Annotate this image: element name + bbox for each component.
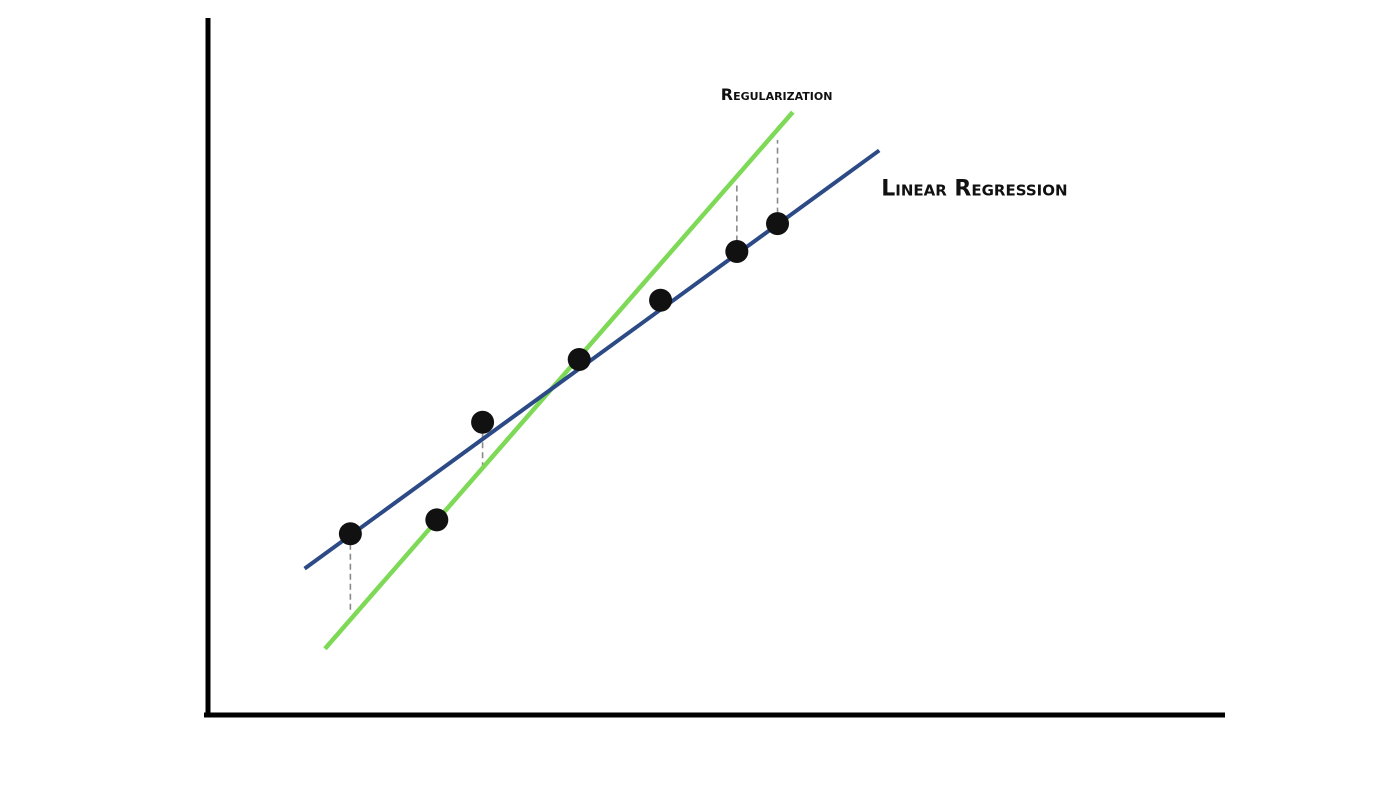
data-point-5 [649, 288, 673, 312]
linear-regression-label: Linear Regression [881, 176, 1067, 201]
data-point-1 [338, 522, 362, 546]
axes [204, 18, 1225, 718]
data-point-3 [471, 410, 495, 434]
regularization-label: Regularization [721, 85, 833, 104]
data-point-2 [425, 508, 449, 532]
series-lines [303, 110, 881, 651]
regularization-line [323, 110, 795, 651]
data-point-6 [725, 239, 749, 263]
linear-regression-line [303, 148, 881, 571]
data-point-7 [766, 212, 790, 236]
data-point-4 [567, 348, 591, 372]
data-points [338, 212, 790, 546]
series-labels: Regularization Linear Regression [721, 85, 1068, 201]
